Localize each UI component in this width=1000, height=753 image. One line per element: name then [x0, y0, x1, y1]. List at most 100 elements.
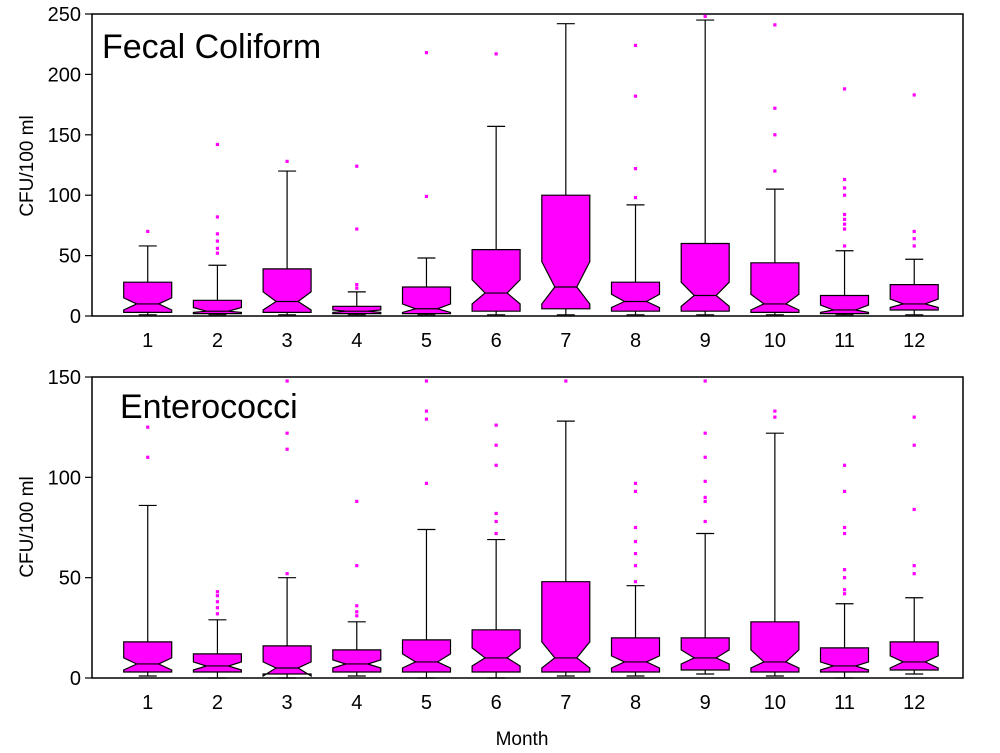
notched-box [332, 649, 382, 673]
outlier-point [355, 564, 359, 568]
outlier-point [215, 590, 220, 594]
outlier-point [146, 229, 150, 234]
outlier-point [842, 87, 847, 91]
outlier-point [773, 133, 777, 137]
x-tick-label: 8 [630, 330, 641, 352]
outlier-point [703, 431, 707, 435]
box-month-3 [262, 159, 312, 316]
outlier-point [424, 194, 429, 199]
notched-box [123, 281, 173, 313]
outlier-point [215, 612, 220, 616]
notched-box [332, 305, 382, 315]
outlier-point [424, 379, 429, 383]
x-tick-label: 11 [834, 692, 855, 714]
notched-box [750, 621, 800, 673]
y-tick-label: 150 [48, 125, 81, 147]
x-tick-label: 5 [421, 692, 432, 714]
box-month-5 [401, 51, 452, 316]
outlier-point [215, 594, 220, 598]
outlier-point [842, 177, 847, 182]
outlier-point [842, 489, 847, 493]
box-month-2 [192, 142, 242, 316]
y-tick-label: 50 [59, 246, 81, 268]
box-month-7 [541, 379, 591, 677]
outlier-point [703, 495, 707, 499]
notched-box [750, 262, 800, 313]
outlier-point [912, 507, 916, 512]
outlier-point [842, 244, 847, 248]
outlier-point [912, 237, 916, 241]
box-month-7 [541, 23, 591, 316]
outlier-point [842, 463, 847, 467]
outlier-point [703, 455, 707, 459]
notched-box [123, 641, 173, 673]
outlier-point [355, 164, 359, 168]
outlier-point [773, 23, 777, 27]
outlier-point [842, 212, 847, 217]
panel-title: Fecal Coliform [102, 28, 321, 66]
outlier-point [215, 246, 220, 250]
outlier-point [146, 425, 150, 429]
outlier-point [215, 251, 220, 255]
outlier-point [703, 14, 707, 19]
outlier-point [215, 606, 220, 610]
outlier-point [355, 282, 359, 287]
x-tick-label: 2 [212, 330, 223, 352]
outlier-point [912, 244, 916, 248]
outlier-point [564, 379, 568, 383]
box-month-8 [610, 481, 661, 677]
outlier-point [912, 229, 916, 234]
plot-frame [91, 13, 964, 317]
x-tick-label: 10 [764, 330, 786, 352]
outlier-point [494, 463, 498, 467]
outlier-point [215, 142, 220, 147]
x-tick-label: 4 [351, 330, 362, 352]
outlier-point [842, 193, 847, 197]
outlier-point [842, 588, 847, 592]
outlier-point [912, 415, 916, 419]
outlier-point [842, 217, 847, 221]
x-tick-label: 1 [142, 692, 153, 714]
y-axis-label: CFU/100 ml [17, 476, 38, 577]
outlier-point [355, 604, 359, 608]
notched-box [541, 194, 591, 310]
box-month-10 [750, 23, 800, 316]
outlier-point [424, 51, 429, 55]
box-month-1 [123, 229, 173, 316]
outlier-point [633, 196, 638, 200]
outlier-point [633, 489, 638, 493]
box-month-4 [332, 499, 382, 677]
notched-box [889, 641, 939, 671]
outlier-point [842, 592, 847, 596]
outlier-point [703, 379, 707, 383]
x-tick-label: 12 [903, 692, 925, 714]
x-tick-label: 9 [700, 330, 711, 352]
notched-box [401, 639, 452, 673]
x-tick-label: 10 [764, 692, 786, 714]
notched-box [471, 629, 521, 673]
outlier-point [633, 551, 638, 556]
notched-box [889, 284, 939, 311]
outlier-point [703, 519, 707, 524]
outlier-point [424, 417, 429, 421]
outlier-point [215, 239, 220, 243]
x-tick-label: 12 [903, 330, 925, 352]
box-month-12 [889, 93, 939, 316]
outlier-point [215, 232, 220, 236]
outlier-point [703, 499, 707, 504]
outlier-point [424, 409, 429, 413]
y-tick-label: 150 [48, 367, 81, 389]
outlier-point [285, 159, 289, 163]
y-tick-label: 100 [48, 185, 81, 207]
notched-box [819, 294, 870, 315]
outlier-point [842, 227, 847, 231]
outlier-point [424, 481, 429, 485]
notched-box [401, 286, 452, 315]
outlier-point [355, 227, 359, 231]
outlier-point [355, 286, 359, 290]
outlier-point [633, 564, 638, 568]
box-month-6 [471, 423, 521, 679]
outlier-point [633, 167, 638, 171]
notched-box [541, 581, 591, 673]
